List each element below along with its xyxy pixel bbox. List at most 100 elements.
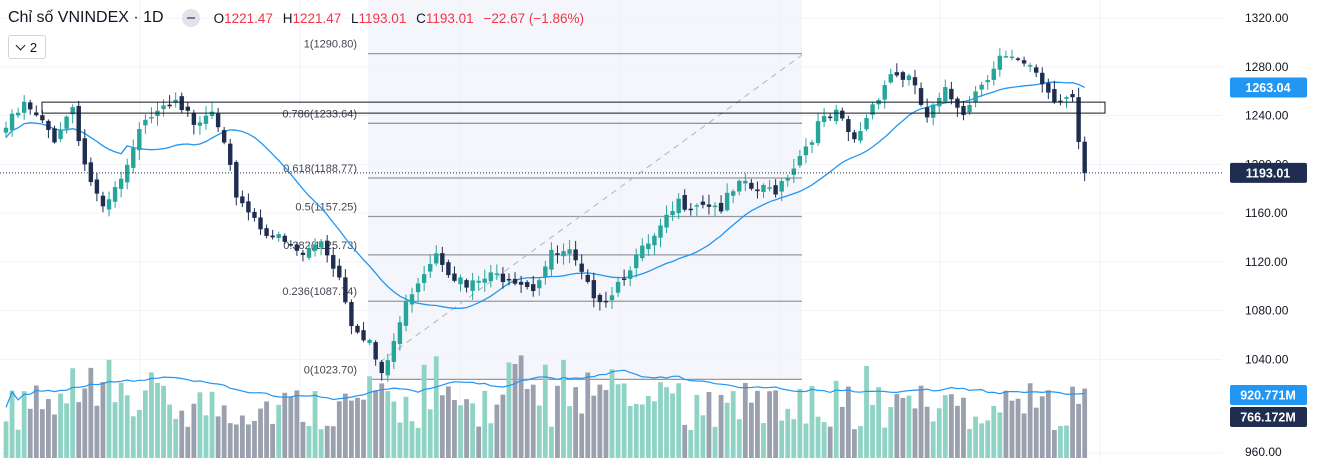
candle-body — [446, 262, 451, 276]
ohlc-open-value: 1221.47 — [224, 10, 273, 26]
volume-bar — [282, 392, 288, 458]
candle-body — [252, 211, 257, 218]
candle-body — [397, 322, 403, 344]
volume-bar — [524, 389, 530, 458]
symbol-title[interactable]: Chỉ số VNINDEX · 1D — [8, 9, 164, 26]
candle-body — [797, 155, 803, 166]
volume-bar — [567, 406, 572, 458]
candle-body — [870, 104, 875, 115]
volume-bar — [718, 394, 724, 458]
candle-body — [912, 77, 918, 86]
candle-body — [46, 120, 51, 130]
candle-body — [1040, 72, 1045, 85]
candle-body — [603, 300, 609, 303]
chart-header: Chỉ số VNINDEX · 1D O1221.47 H1221.47 L1… — [8, 6, 584, 30]
candle-body — [803, 146, 809, 156]
candle-body — [312, 244, 318, 251]
volume-bar — [682, 424, 688, 458]
volume-bar — [773, 390, 779, 458]
volume-bar — [258, 408, 263, 458]
candle-body — [191, 112, 197, 125]
volume-bar — [1076, 403, 1082, 458]
volume-bar — [136, 409, 142, 458]
price-axis[interactable]: 1320.001280.001240.001200.001160.001120.… — [1222, 0, 1317, 458]
ma-price-badge-background — [1230, 77, 1307, 98]
candle-body — [906, 75, 912, 81]
volume-bar — [797, 388, 803, 458]
candle-body — [367, 339, 372, 344]
candle-body — [973, 91, 978, 103]
candle-body — [512, 278, 518, 284]
volume-bar — [864, 365, 869, 458]
candle-body — [76, 105, 81, 142]
volume-bar — [70, 368, 76, 458]
volume-bar — [118, 382, 124, 458]
collapse-icon[interactable] — [181, 9, 200, 27]
candle-body — [688, 208, 693, 211]
volume-bar — [664, 387, 669, 458]
price-tick-label: 1280.00 — [1245, 60, 1289, 74]
price-tick-label: 1080.00 — [1245, 304, 1289, 318]
volume-bar — [1082, 388, 1088, 458]
volume-bar — [736, 419, 742, 458]
candle-body — [385, 360, 390, 376]
volume-bar — [445, 386, 451, 458]
candle-body — [118, 178, 124, 189]
candle-body — [137, 129, 142, 151]
volume-bar — [185, 426, 191, 458]
resistance-zone[interactable] — [41, 101, 1106, 114]
volume-bar — [494, 404, 500, 458]
candle-body — [149, 117, 154, 119]
candle-body — [391, 340, 397, 362]
volume-bar — [58, 393, 63, 458]
volume-bar — [942, 395, 948, 458]
volume-bar — [591, 395, 597, 458]
candle-body — [737, 180, 742, 192]
candle-body — [1015, 58, 1021, 60]
fib-retracement[interactable]: 1(1290.80) 0.786(1233.64) 0.618(1188.77) 0.… — [282, 39, 802, 380]
candle-body — [112, 187, 118, 202]
candle-body — [1009, 56, 1015, 59]
volume-bar — [3, 421, 9, 458]
candle-body — [615, 281, 621, 293]
candle-body — [706, 204, 712, 207]
volume-bar — [967, 428, 972, 458]
candle-body — [355, 325, 360, 333]
volume-bar — [573, 387, 579, 458]
candle-body — [215, 113, 221, 128]
volume-bar — [9, 390, 15, 458]
candle-body — [270, 235, 275, 238]
candle-body — [718, 202, 724, 212]
candle-body — [264, 228, 269, 236]
price-tick-label: 1040.00 — [1245, 352, 1289, 366]
candle-body — [712, 205, 718, 208]
volume-bar — [948, 394, 954, 458]
volume-bar — [500, 394, 506, 458]
candle-body — [634, 254, 639, 269]
candle-body — [567, 249, 572, 254]
volume-bar — [100, 382, 106, 458]
candle-body — [524, 282, 530, 288]
volume-bar — [227, 423, 233, 458]
indicators-toggle-button[interactable]: 2 — [8, 35, 46, 59]
candle-body — [209, 111, 215, 116]
last-price-badge-background — [1230, 162, 1307, 183]
volume-bar — [997, 412, 1003, 458]
volume-bar — [536, 405, 542, 458]
candle-body — [70, 107, 75, 115]
candle-body — [415, 283, 421, 293]
candle-body — [664, 214, 669, 228]
volume-bar — [1070, 386, 1075, 458]
price-tick-label: 1120.00 — [1245, 255, 1288, 269]
volume-bar — [21, 391, 27, 458]
volume-bar — [397, 422, 403, 458]
candle-body — [94, 179, 100, 194]
volume-bar — [1058, 426, 1063, 458]
ohlc-close-key: C — [416, 10, 426, 26]
volume-bar — [27, 408, 33, 458]
volume-bar — [670, 393, 675, 458]
candle-body — [894, 72, 900, 76]
volume-bar — [470, 403, 476, 458]
volume-bar — [652, 401, 657, 458]
